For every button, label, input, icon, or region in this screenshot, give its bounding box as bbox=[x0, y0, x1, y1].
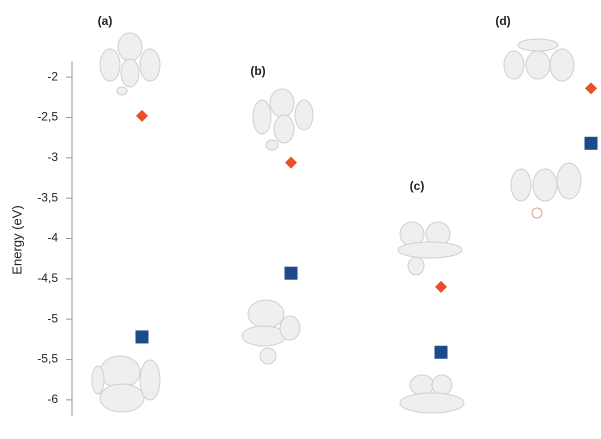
square-marker bbox=[135, 330, 149, 344]
square-marker bbox=[584, 136, 598, 150]
y-tick-label: -2,5 bbox=[37, 110, 58, 124]
panel-label: (a) bbox=[98, 14, 113, 28]
diamond-marker bbox=[585, 82, 597, 95]
diamond-marker bbox=[285, 156, 297, 169]
square-marker bbox=[284, 266, 298, 280]
y-tick-label: -6 bbox=[47, 392, 58, 406]
panel-label: (b) bbox=[250, 64, 265, 78]
orbital-images bbox=[91, 32, 582, 414]
y-tick-label: -3 bbox=[47, 150, 58, 164]
y-tick-label: -2 bbox=[47, 69, 58, 83]
y-axis-label: Energy (eV) bbox=[9, 205, 24, 274]
diamond-marker bbox=[136, 109, 148, 122]
panel-label: (c) bbox=[410, 179, 425, 193]
y-tick-label: -4,5 bbox=[37, 271, 58, 285]
y-tick-label: -5 bbox=[47, 311, 58, 325]
square-marker bbox=[434, 345, 448, 359]
diamond-marker bbox=[435, 280, 447, 293]
y-tick-label: -5,5 bbox=[37, 352, 58, 366]
y-tick-label: -3,5 bbox=[37, 190, 58, 204]
panel-label: (d) bbox=[495, 14, 510, 28]
y-tick-label: -4 bbox=[47, 231, 58, 245]
